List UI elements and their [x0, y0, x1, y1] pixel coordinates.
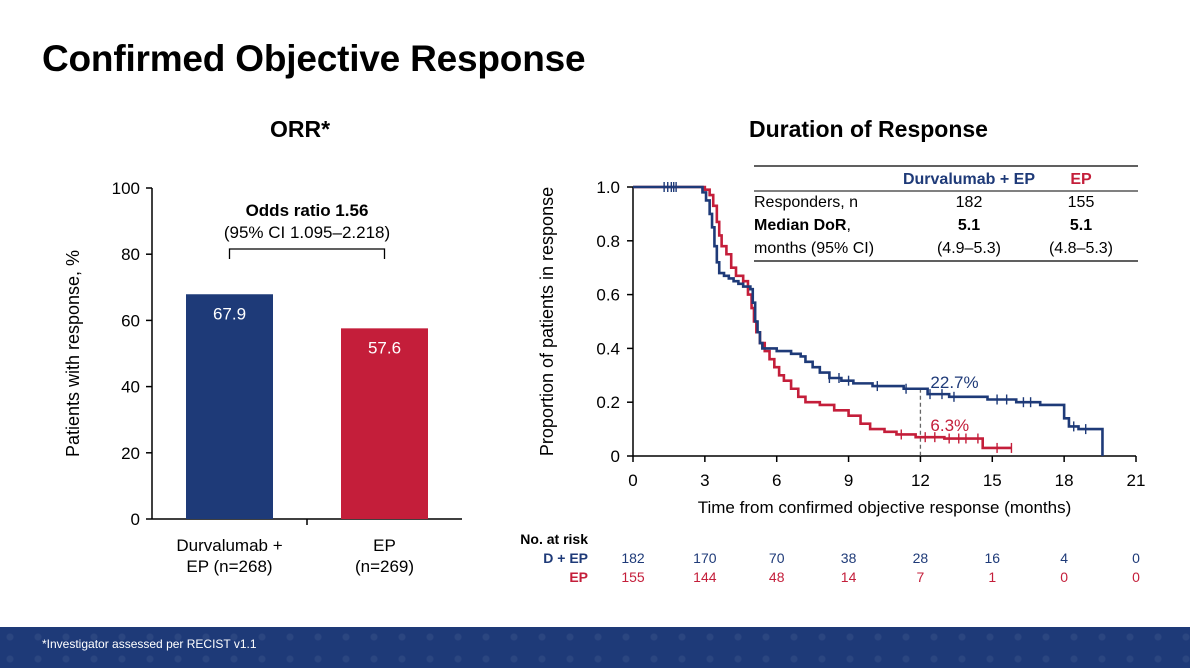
- at-risk-value-ep: 155: [621, 569, 645, 585]
- km-y-tick-label: 0.8: [596, 232, 620, 251]
- orr-bar-chart: 0 20 40 60 80 100 Patients with response, % 67.…: [63, 179, 462, 576]
- at-risk-value-durva: 0: [1132, 550, 1140, 566]
- orr-chart-title: ORR*: [270, 116, 331, 142]
- km-y-tick-label: 1.0: [596, 178, 620, 197]
- at-risk-value-ep: 7: [917, 569, 925, 585]
- orr-y-tick-label: 20: [121, 444, 140, 463]
- summary-table-header-durva: Durvalumab + EP: [903, 171, 1035, 188]
- summary-table-value-durva: 182: [956, 194, 983, 211]
- orr-y-tick-label: 0: [131, 510, 140, 529]
- km-y-axis-label: Proportion of patients in response: [537, 187, 557, 456]
- km-y-tick-label: 0.4: [596, 339, 620, 358]
- summary-table-value-durva: 5.1: [958, 217, 980, 234]
- summary-table-value-ep: 5.1: [1070, 217, 1092, 234]
- dor-chart-title: Duration of Response: [749, 116, 988, 142]
- at-risk-value-ep: 144: [693, 569, 717, 585]
- km-x-axis-label: Time from confirmed objective response (…: [698, 498, 1072, 517]
- odds-ratio-bracket: [228, 248, 386, 259]
- orr-category-label: EP: [373, 536, 396, 555]
- at-risk-title: No. at risk: [520, 531, 588, 547]
- km-annotation-ep: 6.3%: [930, 416, 969, 435]
- at-risk-value-durva: 70: [769, 550, 785, 566]
- km-x-tick-label: 6: [772, 471, 781, 490]
- footer-bar: *Investigator assessed per RECIST v1.1: [0, 627, 1190, 668]
- orr-bar-value-label: 57.6: [368, 338, 401, 357]
- summary-table-row-label: months (95% CI): [754, 240, 874, 257]
- km-x-tick-label: 3: [700, 471, 709, 490]
- km-curve-durva: [633, 185, 1104, 456]
- km-x-tick-label: 15: [983, 471, 1002, 490]
- km-y-tick-label: 0: [611, 447, 620, 466]
- page-title: Confirmed Objective Response: [42, 38, 586, 79]
- at-risk-value-durva: 38: [841, 550, 857, 566]
- summary-table-value-ep: (4.8–5.3): [1049, 240, 1113, 257]
- at-risk-value-durva: 182: [621, 550, 645, 566]
- km-y-tick-label: 0.6: [596, 286, 620, 305]
- km-annotation-durva: 22.7%: [930, 373, 978, 392]
- km-y-tick-label: 0.2: [596, 393, 620, 412]
- orr-bar-value-label: 67.9: [213, 304, 246, 323]
- km-x-tick-label: 9: [844, 471, 853, 490]
- at-risk-value-ep: 1: [988, 569, 996, 585]
- at-risk-value-durva: 4: [1060, 550, 1068, 566]
- at-risk-value-ep: 48: [769, 569, 785, 585]
- orr-bar: [186, 294, 273, 519]
- orr-category-label: Durvalumab +: [176, 536, 282, 555]
- at-risk-value-durva: 170: [693, 550, 717, 566]
- summary-table-value-durva: (4.9–5.3): [937, 240, 1001, 257]
- at-risk-value-ep: 0: [1132, 569, 1140, 585]
- summary-table-row-label: Median DoR,: [754, 217, 851, 234]
- orr-y-tick-label: 80: [121, 245, 140, 264]
- km-x-tick-label: 12: [911, 471, 930, 490]
- summary-table-header-ep: EP: [1070, 171, 1092, 188]
- summary-table-row-label: Responders, n: [754, 194, 858, 211]
- at-risk-value-durva: 28: [913, 550, 929, 566]
- orr-y-tick-label: 100: [112, 179, 140, 198]
- orr-y-tick-label: 60: [121, 311, 140, 330]
- km-x-tick-label: 21: [1127, 471, 1146, 490]
- summary-table-value-ep: 155: [1068, 194, 1095, 211]
- at-risk-label-ep: EP: [569, 569, 588, 585]
- at-risk-value-durva: 16: [984, 550, 1000, 566]
- km-curve-ep: [633, 185, 1012, 450]
- footnote: *Investigator assessed per RECIST v1.1: [42, 637, 257, 651]
- at-risk-label-durva: D + EP: [543, 550, 588, 566]
- orr-y-axis-label: Patients with response, %: [63, 250, 83, 457]
- at-risk-value-ep: 0: [1060, 569, 1068, 585]
- at-risk-value-ep: 14: [841, 569, 857, 585]
- odds-ratio-label: Odds ratio 1.56: [246, 201, 369, 220]
- km-x-tick-label: 0: [628, 471, 637, 490]
- orr-category-label: (n=269): [355, 557, 414, 576]
- orr-y-tick-label: 40: [121, 378, 140, 397]
- orr-category-label: EP (n=268): [186, 557, 272, 576]
- km-x-tick-label: 18: [1055, 471, 1074, 490]
- orr-bar: [341, 328, 428, 519]
- odds-ratio-ci: (95% CI 1.095–2.218): [224, 223, 390, 242]
